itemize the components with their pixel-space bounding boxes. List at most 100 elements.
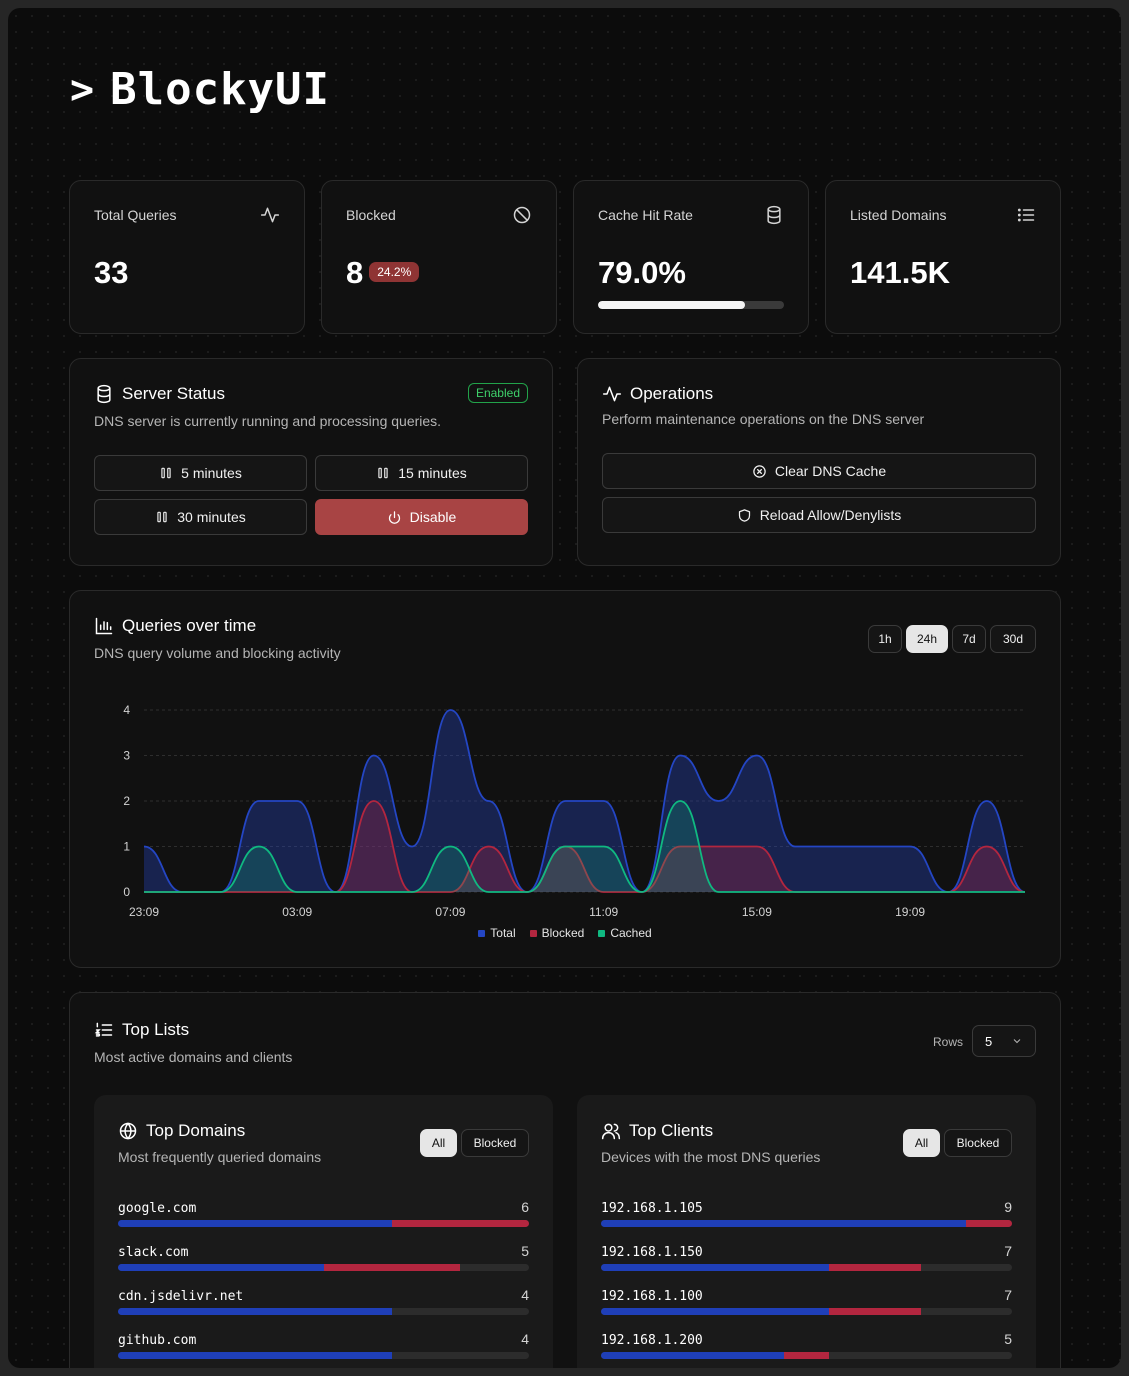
- button-label: Disable: [409, 509, 457, 525]
- power-icon: [387, 510, 402, 525]
- legend-item-cached: Cached: [598, 926, 652, 940]
- blocked-segment: [391, 1220, 529, 1227]
- x-tick-label: 15:09: [742, 905, 772, 919]
- legend-label: Cached: [610, 926, 652, 940]
- top-clients-description: Devices with the most DNS queries: [601, 1149, 821, 1165]
- stat-value: 79.0%: [598, 255, 686, 290]
- client-ip: 192.168.1.105: [601, 1201, 703, 1216]
- series-line-total: [143, 709, 1026, 893]
- allowed-segment: [601, 1264, 830, 1271]
- clients-filter-all[interactable]: All: [903, 1129, 940, 1157]
- list-item[interactable]: slack.com 5: [118, 1243, 529, 1271]
- users-icon: [601, 1121, 621, 1141]
- activity-icon: [260, 205, 280, 225]
- legend-item-blocked: Blocked: [529, 926, 585, 940]
- database-icon: [94, 384, 114, 404]
- legend-label: Blocked: [541, 926, 585, 940]
- card-title-text: Top Domains: [146, 1121, 246, 1140]
- allowed-segment: [601, 1220, 967, 1227]
- legend-label: Total: [490, 926, 516, 940]
- pause-30-minutes-button[interactable]: 30 minutes: [94, 499, 307, 535]
- list-item[interactable]: google.com 6: [118, 1199, 529, 1227]
- button-label: Clear DNS Cache: [774, 463, 887, 479]
- card-title-text: Operations: [630, 384, 714, 403]
- pause-5-minutes-button[interactable]: 5 minutes: [94, 455, 307, 491]
- stat-label: Cache Hit Rate: [598, 207, 693, 223]
- rows-select[interactable]: 5: [972, 1025, 1036, 1057]
- list-item[interactable]: 192.168.1.105 9: [601, 1199, 1012, 1227]
- operations-card: Operations Perform maintenance operation…: [577, 358, 1061, 566]
- stat-value: 141.5K: [850, 255, 950, 290]
- blocked-count: 8: [346, 255, 364, 290]
- top-lists-title: Top Lists: [94, 1020, 189, 1040]
- blocked-segment: [829, 1308, 921, 1315]
- card-title-text: Queries over time: [122, 616, 257, 635]
- button-label: Reload Allow/Denylists: [759, 507, 902, 523]
- queries-chart-card: Queries over time DNS query volume and b…: [69, 590, 1061, 968]
- blocked-segment: [323, 1264, 461, 1271]
- range-tab-7d[interactable]: 7d: [952, 625, 986, 653]
- clear-dns-cache-button[interactable]: Clear DNS Cache: [602, 453, 1036, 489]
- list-item[interactable]: 192.168.1.200 5: [601, 1331, 1012, 1359]
- shield-icon: [737, 508, 752, 523]
- query-share-bar: [601, 1308, 1012, 1315]
- clients-filter-blocked[interactable]: Blocked: [944, 1129, 1012, 1157]
- ban-icon: [512, 205, 532, 225]
- client-ip: 192.168.1.150: [601, 1245, 703, 1260]
- chart-legend: Total Blocked Cached: [70, 926, 1060, 940]
- pause-15-minutes-button[interactable]: 15 minutes: [315, 455, 528, 491]
- query-share-bar: [601, 1264, 1012, 1271]
- query-share-bar: [601, 1220, 1012, 1227]
- list-item[interactable]: github.com 4: [118, 1331, 529, 1359]
- domain-name: slack.com: [118, 1245, 189, 1260]
- allowed-segment: [118, 1220, 392, 1227]
- stat-label: Blocked: [346, 207, 396, 223]
- blocked-segment: [783, 1352, 830, 1359]
- stat-label: Listed Domains: [850, 207, 947, 223]
- list-item[interactable]: cdn.jsdelivr.net 4: [118, 1287, 529, 1315]
- legend-item-total: Total: [478, 926, 516, 940]
- range-tab-24h[interactable]: 24h: [906, 625, 948, 653]
- query-share-bar: [118, 1264, 529, 1271]
- activity-icon: [602, 384, 622, 404]
- disable-button[interactable]: Disable: [315, 499, 528, 535]
- client-ip: 192.168.1.100: [601, 1289, 703, 1304]
- range-tab-1h[interactable]: 1h: [868, 625, 902, 653]
- database-icon: [764, 205, 784, 225]
- reload-lists-button[interactable]: Reload Allow/Denylists: [602, 497, 1036, 533]
- query-share-bar: [118, 1352, 529, 1359]
- series-line-cached: [144, 800, 1025, 893]
- x-tick-label: 19:09: [895, 905, 925, 919]
- top-lists-description: Most active domains and clients: [94, 1049, 293, 1065]
- card-title-text: Top Clients: [629, 1121, 714, 1140]
- query-count: 7: [1004, 1243, 1012, 1259]
- x-tick-label: 11:09: [589, 905, 618, 919]
- top-domains-title: Top Domains: [118, 1121, 245, 1141]
- blocked-percent-badge: 24.2%: [369, 261, 420, 282]
- rows-select-value: 5: [985, 1033, 993, 1049]
- query-count: 7: [1004, 1287, 1012, 1303]
- x-tick-label: 07:09: [435, 905, 465, 919]
- range-tab-30d[interactable]: 30d: [990, 625, 1036, 653]
- pause-icon: [155, 510, 169, 524]
- stat-card-blocked: Blocked 8 24.2%: [321, 180, 557, 334]
- query-count: 4: [521, 1287, 529, 1303]
- queries-chart-description: DNS query volume and blocking activity: [94, 645, 341, 661]
- list-ordered-icon: [94, 1020, 114, 1040]
- card-title-text: Top Lists: [122, 1020, 190, 1039]
- button-label: 15 minutes: [398, 465, 467, 481]
- y-tick-label: 1: [123, 840, 130, 854]
- x-tick-label: 23:09: [129, 905, 159, 919]
- app-frame: > BlockyUI Total Queries 33 Blocked 8 24.…: [8, 8, 1121, 1368]
- allowed-segment: [118, 1308, 392, 1315]
- domains-filter-blocked[interactable]: Blocked: [461, 1129, 529, 1157]
- operations-title: Operations: [602, 384, 713, 404]
- y-tick-label: 0: [123, 885, 130, 899]
- y-tick-label: 4: [123, 703, 130, 717]
- top-lists-card: Top Lists Most active domains and client…: [69, 992, 1061, 1368]
- list-item[interactable]: 192.168.1.100 7: [601, 1287, 1012, 1315]
- server-status-card: Server Status Enabled DNS server is curr…: [69, 358, 553, 566]
- query-share-bar: [118, 1220, 529, 1227]
- domains-filter-all[interactable]: All: [420, 1129, 457, 1157]
- list-item[interactable]: 192.168.1.150 7: [601, 1243, 1012, 1271]
